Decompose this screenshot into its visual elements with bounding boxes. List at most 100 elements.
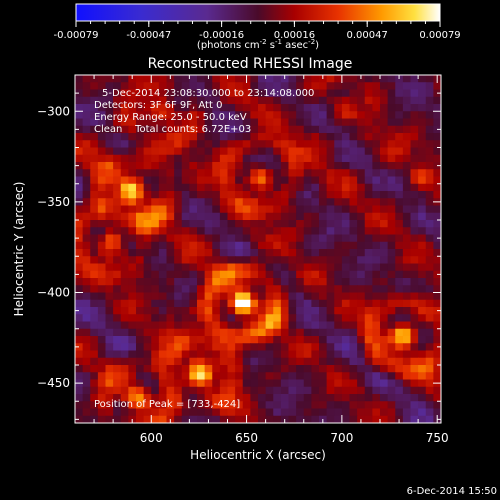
heatmap-cell [189,133,198,141]
heatmap-cell [372,278,381,286]
heatmap-cell [227,307,236,315]
heatmap-cell [242,205,251,214]
heatmap-cell [410,96,419,105]
heatmap-cell [212,394,221,402]
heatmap-cell [212,278,221,286]
heatmap-cell [174,125,183,134]
heatmap-cell [174,365,183,373]
heatmap-cell [113,118,122,127]
heatmap-cell [219,133,229,141]
heatmap-cell [280,118,290,127]
heatmap-cell [280,89,290,98]
heatmap-cell [181,314,190,323]
heatmap-cell [273,133,282,141]
heatmap-cell [151,169,160,178]
heatmap-cell [250,140,259,149]
heatmap-cell [364,220,373,228]
heatmap-cell [433,169,441,178]
heatmap-cell [242,343,251,352]
heatmap-cell [212,198,221,207]
heatmap-cell [395,147,404,156]
heatmap-cell [273,415,282,423]
heatmap-cell [380,350,389,359]
heatmap-cell [197,140,206,149]
heatmap-cell [204,321,213,330]
heatmap-cell [189,343,198,352]
heatmap-cell [402,183,412,192]
heatmap-cell [433,372,441,381]
heatmap-cell [258,401,267,410]
heatmap-cell [380,321,389,330]
heatmap-cell [242,140,251,149]
heatmap-cell [105,125,114,134]
heatmap-cell [136,379,145,388]
heatmap-cell [128,96,137,105]
heatmap-cell [113,227,122,236]
heatmap-cell [197,234,206,243]
heatmap-cell [410,365,419,373]
heatmap-cell [395,162,404,170]
heatmap-cell [97,198,107,207]
heatmap-cell [418,343,427,352]
heatmap-cell [280,321,290,330]
heatmap-cell [97,307,107,315]
heatmap-cell [395,372,404,381]
heatmap-cell [189,372,198,381]
heatmap-cell [242,220,251,228]
heatmap-cell [136,328,145,337]
heatmap-cell [433,111,441,120]
heatmap-cell [349,111,358,120]
heatmap-cell [158,198,168,207]
heatmap-cell [242,234,251,243]
heatmap-cell [113,111,122,120]
heatmap-cell [357,343,366,352]
heatmap-cell [97,104,107,112]
heatmap-cell [227,118,236,127]
heatmap-cell [189,154,198,163]
heatmap-cell [303,205,312,214]
heatmap-cell [197,191,206,199]
heatmap-cell [288,198,297,207]
heatmap-cell [372,75,381,83]
heatmap-cell [166,162,175,170]
heatmap-cell [425,118,434,127]
heatmap-cell [364,75,373,83]
heatmap-cell [418,401,427,410]
heatmap-cell [82,125,91,134]
heatmap-cell [265,278,274,286]
heatmap-cell [219,263,229,272]
heatmap-cell [219,82,229,91]
heatmap-cell [372,220,381,228]
heatmap-cell [212,328,221,337]
heatmap-cell [151,140,160,149]
heatmap-cell [319,227,328,236]
heatmap-cell [204,212,213,221]
heatmap-cell [212,82,221,91]
heatmap-cell [136,386,145,395]
heatmap-cell [349,198,358,207]
heatmap-cell [319,394,328,402]
heatmap-cell [128,256,137,265]
heatmap-cell [204,162,213,170]
heatmap-cell [418,89,427,98]
heatmap-cell [334,82,343,91]
heatmap-cell [418,96,427,105]
heatmap-cell [311,162,320,170]
heatmap-cell [136,263,145,272]
heatmap-cell [143,198,152,207]
heatmap-cell [349,321,358,330]
heatmap-cell [105,307,114,315]
heatmap-cell [128,227,137,236]
heatmap-cell [212,212,221,221]
heatmap-cell [75,176,84,185]
heatmap-cell [311,191,320,199]
heatmap-cell [349,307,358,315]
heatmap-cell [311,125,320,134]
heatmap-cell [402,169,412,178]
heatmap-cell [136,343,145,352]
heatmap-cell [418,299,427,308]
heatmap-cell [151,350,160,359]
heatmap-cell [197,270,206,279]
heatmap-cell [387,321,396,330]
heatmap-cell [82,96,91,105]
